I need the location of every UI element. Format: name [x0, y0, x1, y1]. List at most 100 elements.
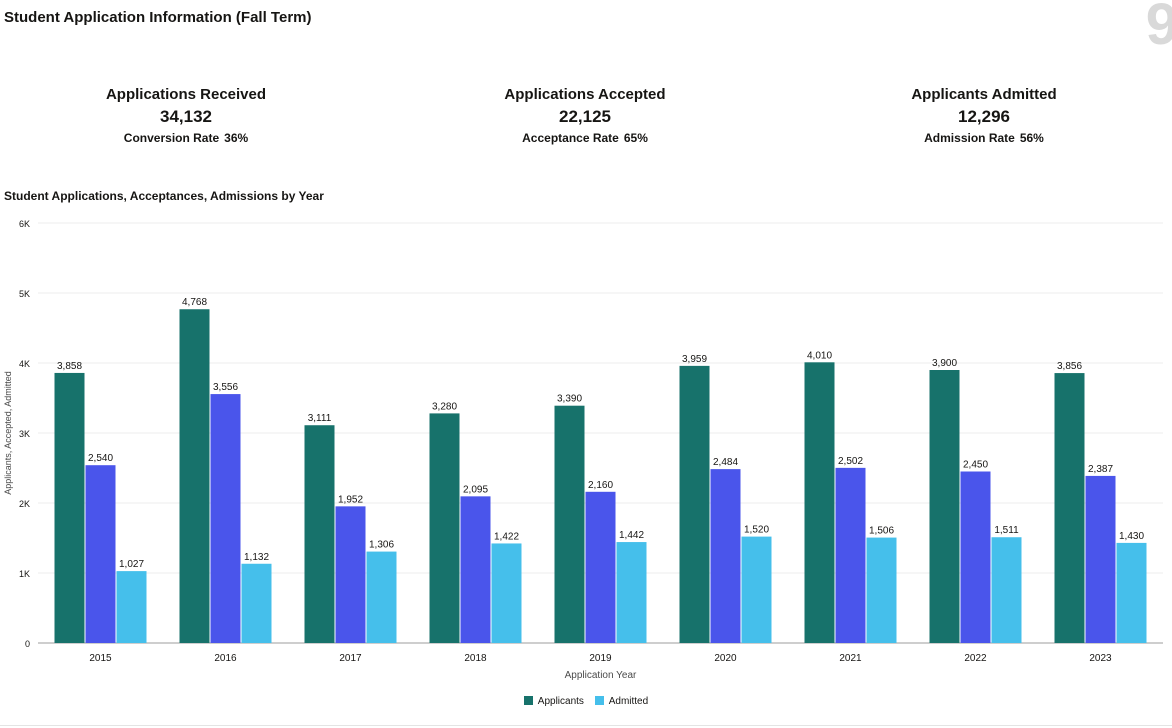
- data-label: 2,387: [1088, 464, 1113, 475]
- bar-applicants-2019[interactable]: [554, 405, 585, 643]
- corner-glyph: 9: [1145, 0, 1172, 57]
- data-label: 1,132: [244, 552, 269, 563]
- bar-admitted-2015[interactable]: [116, 571, 147, 643]
- kpi-label: Applications Accepted: [504, 86, 666, 103]
- legend-item-applicants[interactable]: Applicants: [523, 696, 584, 707]
- kpi-rate: Acceptance Rate 65%: [435, 129, 735, 147]
- y-tick-label: 5K: [19, 289, 30, 299]
- y-tick-label: 3K: [19, 429, 30, 439]
- x-tick-label: 2023: [1089, 653, 1112, 664]
- bar-admitted-2018[interactable]: [491, 543, 522, 643]
- data-label: 3,111: [308, 413, 332, 424]
- bar-applicants-2016[interactable]: [179, 309, 210, 643]
- data-label: 3,280: [432, 401, 457, 412]
- y-tick-label: 4K: [19, 359, 30, 369]
- bar-admitted-2020[interactable]: [741, 536, 772, 643]
- x-tick-label: 2015: [89, 653, 112, 664]
- bar-accepted-2019[interactable]: [585, 491, 616, 643]
- kpi-label: Applicants Admitted: [911, 86, 1057, 103]
- legend-item-admitted[interactable]: Admitted: [594, 696, 649, 707]
- kpi-rate-value: 36%: [224, 131, 249, 145]
- bar-applicants-2018[interactable]: [429, 413, 460, 643]
- x-tick-label: 2017: [339, 653, 362, 664]
- y-tick-label: 1K: [19, 569, 30, 579]
- bar-applicants-2022[interactable]: [929, 370, 960, 643]
- x-tick-label: 2022: [964, 653, 987, 664]
- data-label: 4,768: [182, 297, 207, 308]
- data-label: 2,160: [588, 480, 613, 491]
- page-title: Student Application Information (Fall Te…: [4, 9, 312, 26]
- bar-accepted-2015[interactable]: [85, 465, 116, 643]
- bar-admitted-2023[interactable]: [1116, 542, 1147, 643]
- bar-admitted-2019[interactable]: [616, 542, 647, 643]
- kpi-rate-label: Conversion Rate: [123, 131, 220, 145]
- x-tick-label: 2016: [214, 653, 237, 664]
- bar-accepted-2016[interactable]: [210, 394, 241, 643]
- data-label: 2,502: [838, 456, 863, 467]
- bar-applicants-2021[interactable]: [804, 362, 835, 643]
- x-axis-title: Application Year: [565, 670, 637, 681]
- bottom-divider: [0, 725, 1172, 726]
- bar-accepted-2022[interactable]: [960, 471, 991, 644]
- data-label: 3,390: [557, 394, 582, 405]
- y-tick-label: 6K: [19, 219, 30, 229]
- legend-label: Applicants: [537, 696, 584, 707]
- data-label: 1,027: [119, 559, 144, 570]
- data-label: 1,952: [338, 494, 363, 505]
- bar-accepted-2020[interactable]: [710, 469, 741, 643]
- legend-swatch-admitted: [594, 696, 604, 705]
- kpi-rate-label: Acceptance Rate: [522, 131, 619, 145]
- data-label: 1,430: [1119, 531, 1144, 542]
- bar-applicants-2020[interactable]: [679, 365, 710, 643]
- kpi-value: 12,296: [958, 107, 1010, 126]
- legend-label: Admitted: [608, 696, 649, 707]
- bar-accepted-2023[interactable]: [1085, 475, 1116, 643]
- bar-admitted-2021[interactable]: [866, 537, 897, 643]
- kpi-rate-value: 65%: [623, 131, 648, 145]
- x-tick-label: 2018: [464, 653, 487, 664]
- data-label: 3,959: [682, 354, 707, 365]
- x-tick-label: 2021: [839, 653, 862, 664]
- kpi-applications-accepted[interactable]: Applications Accepted 22,125 Acceptance …: [435, 85, 735, 147]
- data-label: 1,306: [369, 540, 394, 551]
- bar-accepted-2018[interactable]: [460, 496, 491, 643]
- x-tick-label: 2019: [589, 653, 612, 664]
- kpi-applicants-admitted[interactable]: Applicants Admitted 12,296 Admission Rat…: [834, 85, 1134, 147]
- kpi-rate: Admission Rate 56%: [834, 129, 1134, 147]
- kpi-value: 34,132: [160, 107, 212, 126]
- data-label: 1,442: [619, 530, 644, 541]
- data-label: 1,511: [994, 525, 1019, 536]
- kpi-rate: Conversion Rate 36%: [36, 129, 336, 147]
- kpi-rate-label: Admission Rate: [924, 131, 1015, 145]
- data-label: 1,520: [744, 525, 769, 536]
- bar-accepted-2017[interactable]: [335, 506, 366, 643]
- bar-accepted-2021[interactable]: [835, 467, 866, 643]
- bar-applicants-2017[interactable]: [304, 425, 335, 643]
- x-tick-label: 2020: [714, 653, 737, 664]
- y-tick-label: 0: [25, 639, 30, 649]
- data-label: 2,095: [463, 484, 488, 495]
- data-label: 2,484: [713, 457, 738, 468]
- data-label: 3,858: [57, 361, 82, 372]
- data-label: 2,450: [963, 460, 988, 471]
- kpi-value: 22,125: [559, 107, 611, 126]
- kpi-label: Applications Received: [105, 86, 267, 103]
- data-label: 1,422: [494, 531, 519, 542]
- kpi-applications-received[interactable]: Applications Received 34,132 Conversion …: [36, 85, 336, 147]
- data-label: 3,856: [1057, 361, 1082, 372]
- data-label: 1,506: [869, 526, 894, 537]
- data-label: 2,540: [88, 453, 113, 464]
- bar-applicants-2023[interactable]: [1054, 373, 1085, 643]
- bar-admitted-2022[interactable]: [991, 537, 1022, 643]
- kpi-rate-value: 56%: [1019, 131, 1044, 145]
- chart-title: Student Applications, Acceptances, Admis…: [4, 189, 324, 203]
- bar-applicants-2015[interactable]: [54, 372, 85, 643]
- legend-swatch-applicants: [523, 696, 533, 705]
- y-tick-label: 2K: [19, 499, 30, 509]
- data-label: 3,900: [932, 358, 957, 369]
- y-axis-title: Applicants, Accepted, Admitted: [3, 371, 13, 495]
- bar-admitted-2016[interactable]: [241, 563, 272, 643]
- bar-admitted-2017[interactable]: [366, 551, 397, 643]
- chart-legend: Applicants Admitted: [0, 696, 1172, 707]
